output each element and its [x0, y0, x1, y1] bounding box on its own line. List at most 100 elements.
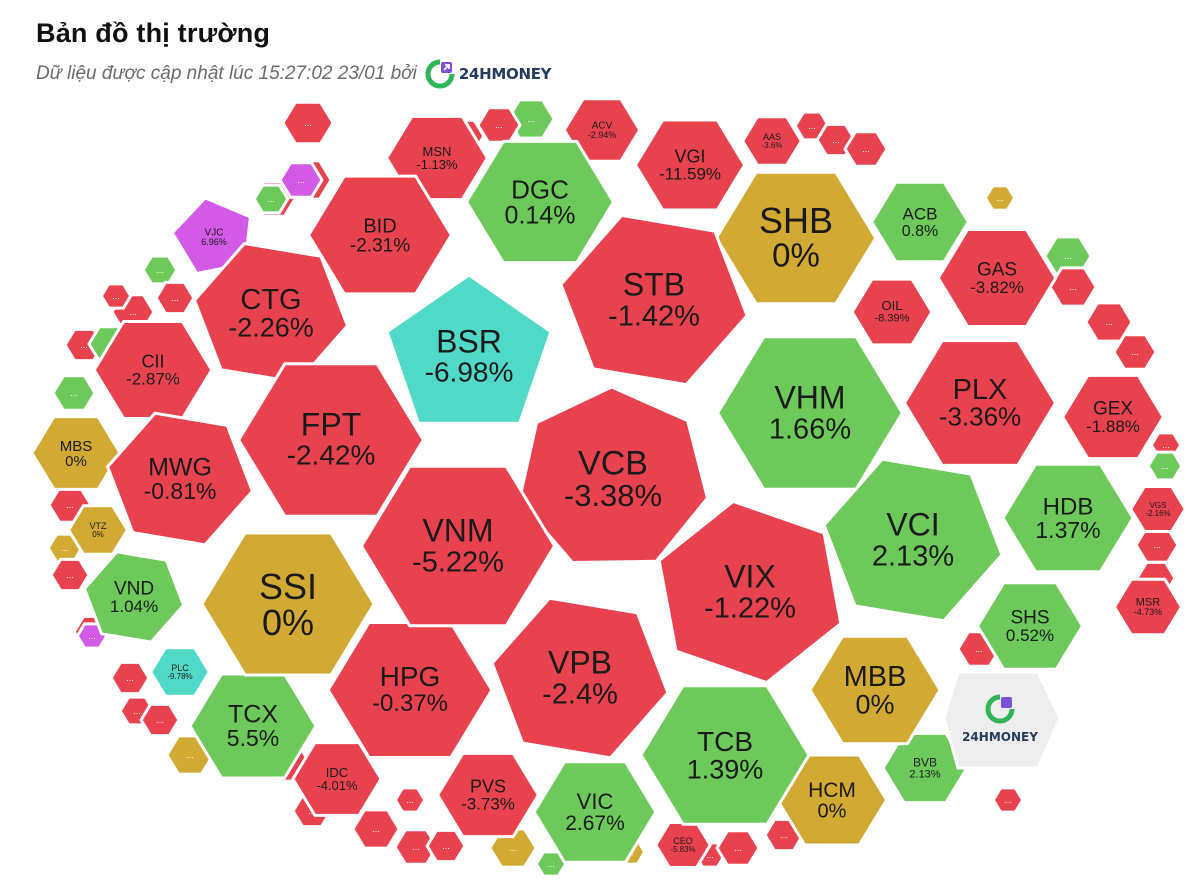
cell-shape — [902, 339, 1058, 467]
cell-more-label: ... — [133, 706, 141, 716]
heatmap-cell-aas[interactable]: AAS-3.6% — [741, 115, 803, 167]
heatmap-small-cell[interactable]: ... — [51, 374, 97, 412]
heatmap-small-cell[interactable]: ... — [252, 183, 290, 215]
heatmap-small-cell[interactable]: ... — [99, 282, 133, 310]
cell-more-label: ... — [61, 543, 69, 553]
heatmap-cell-acv[interactable]: ACV-2.94% — [562, 97, 642, 163]
heatmap-small-cell[interactable]: ... — [983, 184, 1017, 212]
cell-change: 0% — [65, 453, 87, 470]
cell-more-label: ... — [527, 114, 535, 124]
heatmap-small-cell[interactable]: ... — [1146, 450, 1184, 482]
heatmap-small-cell[interactable]: ... — [109, 660, 151, 696]
heatmap-cell-cii[interactable]: CII-2.87% — [92, 320, 214, 420]
heatmap-cell-bid[interactable]: BID-2.31% — [307, 174, 453, 296]
cell-ticker: PLC — [171, 663, 189, 673]
brand-logo[interactable]: 24HMONEY — [425, 59, 552, 89]
heatmap-small-cell[interactable]: ... — [141, 254, 179, 286]
heatmap-cell-gex[interactable]: GEX-1.88% — [1061, 373, 1165, 461]
cell-ticker: AAS — [763, 132, 781, 142]
heatmap-cell-vpb[interactable]: VPB-2.4% — [490, 596, 670, 760]
heatmap-small-cell[interactable]: ... — [393, 828, 439, 866]
cell-ticker: OIL — [882, 298, 903, 313]
heatmap-cell-ctg[interactable]: CTG-2.26% — [193, 242, 349, 384]
cell-ticker: HPG — [380, 661, 441, 692]
heatmap-small-cell[interactable]: ... — [351, 808, 401, 850]
heatmap-cell-fpt[interactable]: FPT-2.42% — [237, 362, 425, 518]
cell-change: -0.81% — [144, 478, 217, 504]
cell-ticker: HDB — [1043, 494, 1094, 521]
cell-ticker: VGI — [674, 147, 705, 167]
heatmap-small-cell[interactable]: ... — [715, 829, 761, 867]
cell-change: 2.13% — [909, 769, 940, 781]
cell-more-label: ... — [267, 194, 275, 204]
heatmap-small-cell[interactable]: ... — [1112, 333, 1158, 371]
heatmap-cell-gas[interactable]: GAS-3.82% — [936, 228, 1058, 328]
heatmap-small-cell[interactable]: ... — [281, 100, 335, 146]
cell-ticker: TCB — [697, 726, 753, 757]
heatmap-cell-vix[interactable]: VIX-1.22% — [657, 499, 843, 685]
heatmap-cell-plc[interactable]: PLC-9.78% — [149, 646, 211, 698]
cell-more-label: ... — [129, 307, 137, 317]
heatmap-cell-vgi[interactable]: VGI-11.59% — [633, 118, 747, 212]
heatmap-small-cell[interactable]: ... — [1048, 266, 1098, 308]
cell-more-label: ... — [80, 340, 88, 350]
cell-more-label: ... — [186, 750, 194, 760]
heatmap-small-cell[interactable]: ... — [488, 827, 538, 869]
heatmap-cell-vcb[interactable]: VCB-3.38% — [517, 385, 709, 564]
heatmap-cell-stb[interactable]: STB-1.42% — [559, 213, 749, 387]
heatmap-small-cell[interactable]: ... — [393, 786, 427, 814]
heatmap-cell-ceo[interactable]: CEO-5.83% — [654, 821, 712, 869]
cell-shape — [307, 174, 453, 296]
cell-change: -11.59% — [659, 165, 721, 184]
page-title: Bản đồ thị trường — [36, 18, 271, 48]
heatmap-small-cell[interactable]: ... — [278, 161, 324, 199]
heatmap-small-cell[interactable]: ... — [139, 702, 181, 738]
heatmap-cell-idc[interactable]: IDC-4.01% — [291, 741, 383, 817]
cell-ticker: FPT — [301, 407, 361, 443]
heatmap-cell-pvs[interactable]: PVS-3.73% — [436, 751, 540, 839]
heatmap-small-cell[interactable]: ... — [49, 557, 91, 593]
heatmap-small-cell[interactable]: ... — [991, 786, 1025, 814]
cell-change: 0% — [262, 602, 314, 643]
heatmap-cell-msr[interactable]: MSR-4.73% — [1112, 577, 1184, 637]
heatmap-small-cell[interactable]: ... — [425, 828, 467, 864]
heatmap-cell-hpg[interactable]: HPG-0.37% — [326, 621, 494, 759]
cell-more-label: ... — [171, 293, 179, 303]
heatmap-cell-vnm[interactable]: VNM-5.22% — [359, 464, 557, 628]
heatmap-cell-bsr[interactable]: BSR-6.98% — [385, 273, 553, 425]
heatmap-cell-oil[interactable]: OIL-8.39% — [850, 277, 934, 347]
heatmap-cell-plx[interactable]: PLX-3.36% — [902, 339, 1058, 467]
cell-more-label: ... — [297, 175, 305, 185]
cell-shape — [983, 184, 1017, 212]
cell-change: 6.96% — [201, 237, 227, 247]
cell-shape — [67, 504, 129, 556]
heatmap-cell-vgs[interactable]: VGS-2.16% — [1129, 485, 1187, 533]
cell-shape — [51, 374, 97, 412]
heatmap-small-cell[interactable]: ... — [843, 130, 889, 168]
cell-ticker: BID — [363, 215, 396, 237]
cell-change: -4.01% — [316, 778, 358, 793]
cell-ticker: CII — [141, 352, 164, 372]
cell-ticker: VIX — [724, 559, 776, 595]
cell-ticker: IDC — [326, 765, 348, 780]
heatmap-small-cell[interactable]: ... — [154, 280, 196, 316]
cell-shape — [1061, 373, 1165, 461]
heatmap-cell-mwg[interactable]: MWG-0.81% — [106, 411, 254, 547]
